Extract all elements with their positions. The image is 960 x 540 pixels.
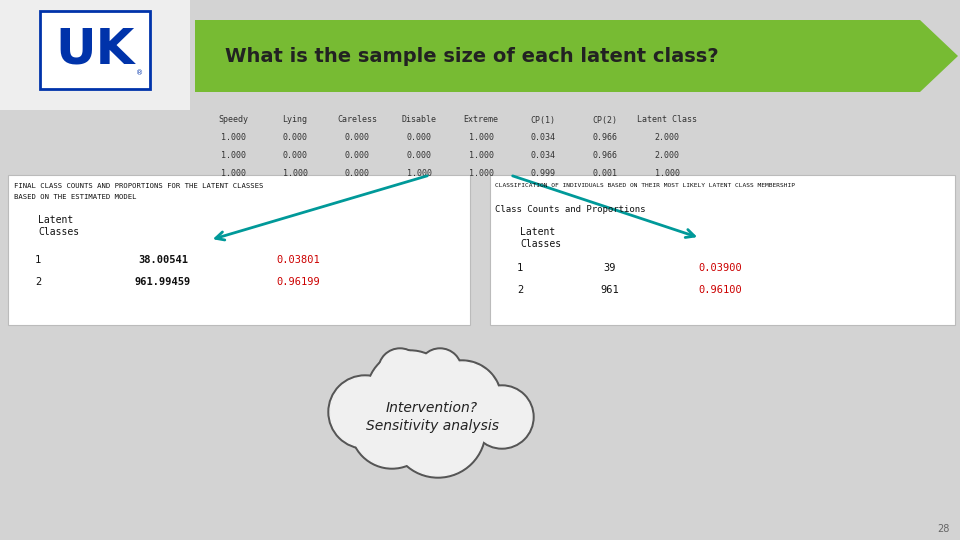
Text: ®: ® (136, 70, 144, 76)
Text: 1.000: 1.000 (468, 152, 493, 160)
Text: 0.034: 0.034 (531, 133, 556, 143)
Polygon shape (195, 20, 958, 92)
Text: 0.966: 0.966 (592, 152, 617, 160)
Circle shape (472, 387, 532, 447)
Text: 961: 961 (601, 285, 619, 295)
Text: 39: 39 (604, 263, 616, 273)
Text: 1.000: 1.000 (221, 152, 246, 160)
Text: 2.000: 2.000 (655, 133, 680, 143)
Text: 1.000: 1.000 (221, 133, 246, 143)
Circle shape (366, 350, 454, 438)
Text: Speedy: Speedy (218, 116, 248, 125)
Text: Class Counts and Proportions: Class Counts and Proportions (495, 205, 645, 214)
Text: Extreme: Extreme (464, 116, 498, 125)
Text: What is the sample size of each latent class?: What is the sample size of each latent c… (225, 46, 719, 65)
Text: 1: 1 (516, 263, 523, 273)
Text: CP(2): CP(2) (592, 116, 617, 125)
Circle shape (470, 385, 534, 449)
Circle shape (418, 348, 462, 392)
Text: Latent Class: Latent Class (637, 116, 697, 125)
Text: 0.96100: 0.96100 (698, 285, 742, 295)
Text: 0.96199: 0.96199 (276, 277, 320, 287)
Text: Careless: Careless (337, 116, 377, 125)
Circle shape (350, 385, 434, 469)
Text: UK: UK (56, 26, 134, 74)
Circle shape (328, 375, 402, 449)
Text: Classes: Classes (38, 227, 79, 237)
Text: FINAL CLASS COUNTS AND PROPORTIONS FOR THE LATENT CLASSES: FINAL CLASS COUNTS AND PROPORTIONS FOR T… (14, 183, 263, 189)
Text: CP(1): CP(1) (531, 116, 556, 125)
Text: 0.000: 0.000 (345, 133, 370, 143)
Circle shape (424, 362, 500, 438)
Text: 1.000: 1.000 (221, 170, 246, 179)
Text: Sensitivity analysis: Sensitivity analysis (366, 419, 498, 433)
FancyBboxPatch shape (490, 175, 955, 325)
Circle shape (420, 350, 460, 390)
Text: Lying: Lying (282, 116, 307, 125)
Text: 0.000: 0.000 (345, 152, 370, 160)
Circle shape (368, 352, 452, 436)
Text: 0.000: 0.000 (406, 152, 431, 160)
Text: 0.034: 0.034 (531, 152, 556, 160)
Circle shape (390, 382, 486, 478)
Circle shape (392, 384, 484, 476)
Circle shape (422, 360, 502, 440)
Text: 0.966: 0.966 (592, 133, 617, 143)
Circle shape (352, 387, 432, 467)
Text: 0.001: 0.001 (592, 170, 617, 179)
Text: 1.000: 1.000 (468, 170, 493, 179)
Circle shape (330, 377, 400, 447)
Text: 0.000: 0.000 (345, 170, 370, 179)
Text: 1.000: 1.000 (468, 133, 493, 143)
Text: 0.03801: 0.03801 (276, 255, 320, 265)
Text: 38.00541: 38.00541 (138, 255, 188, 265)
Text: 2: 2 (35, 277, 41, 287)
Text: 961.99459: 961.99459 (134, 277, 191, 287)
Text: 1: 1 (35, 255, 41, 265)
Text: CLASSIFICATION OF INDIVIDUALS BASED ON THEIR MOST LIKELY LATENT CLASS MEMBERSHIP: CLASSIFICATION OF INDIVIDUALS BASED ON T… (495, 183, 795, 188)
Circle shape (378, 348, 422, 392)
Text: BASED ON THE ESTIMATED MODEL: BASED ON THE ESTIMATED MODEL (14, 194, 136, 200)
Circle shape (380, 350, 420, 390)
Text: 1.000: 1.000 (655, 170, 680, 179)
Text: 0.000: 0.000 (406, 133, 431, 143)
FancyBboxPatch shape (0, 0, 190, 110)
Text: 0.03900: 0.03900 (698, 263, 742, 273)
Text: 0.999: 0.999 (531, 170, 556, 179)
Text: Latent: Latent (520, 227, 555, 237)
Text: 0.000: 0.000 (282, 133, 307, 143)
Text: 1.000: 1.000 (406, 170, 431, 179)
Text: Disable: Disable (401, 116, 437, 125)
Text: Latent: Latent (38, 215, 73, 225)
FancyBboxPatch shape (8, 175, 470, 325)
Text: 2: 2 (516, 285, 523, 295)
Text: 1.000: 1.000 (282, 170, 307, 179)
Text: 0.000: 0.000 (282, 152, 307, 160)
Text: 2.000: 2.000 (655, 152, 680, 160)
Text: Classes: Classes (520, 239, 562, 249)
Text: Intervention?: Intervention? (386, 401, 478, 415)
Text: 28: 28 (938, 524, 950, 534)
